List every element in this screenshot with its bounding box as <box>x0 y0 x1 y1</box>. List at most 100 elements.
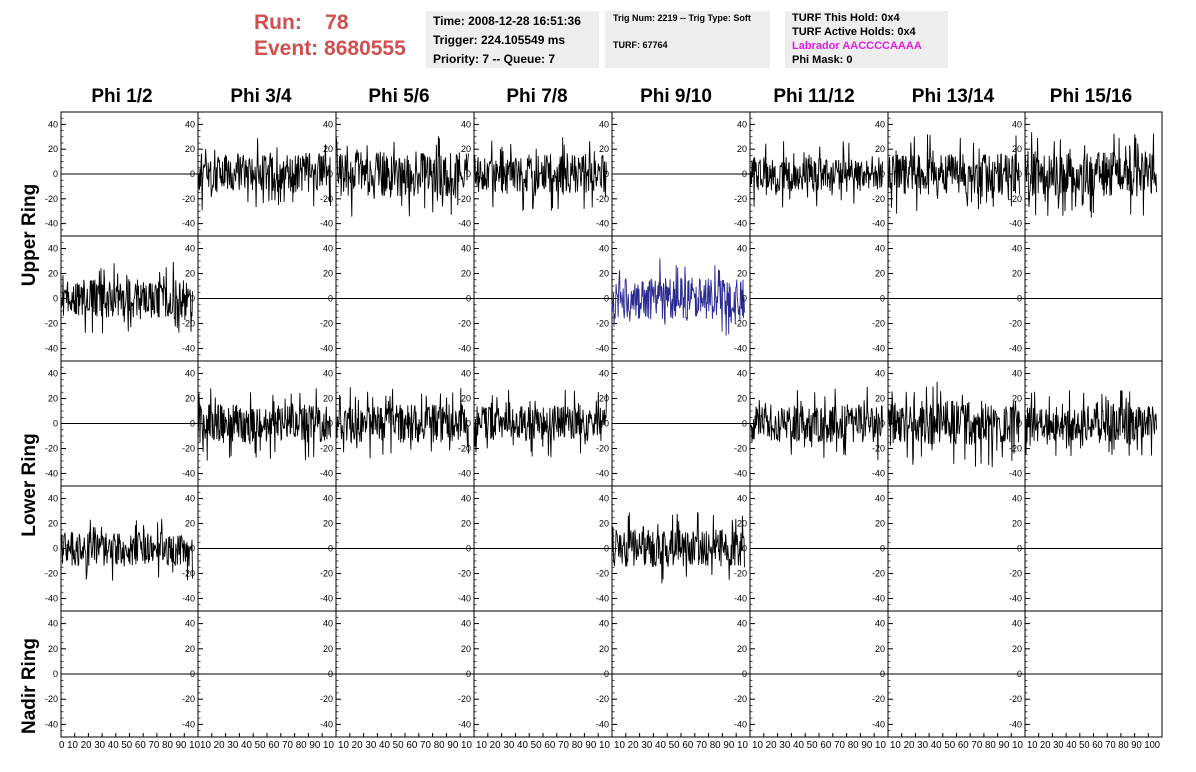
priority-text: Priority: 7 -- Queue: 7 <box>433 52 556 66</box>
y-tick-label: 0 <box>742 169 747 179</box>
y-tick-label: 0 <box>53 294 58 304</box>
y-tick-label: 40 <box>185 119 195 129</box>
y-tick-label: 40 <box>461 369 471 379</box>
waveform-trace <box>887 381 1020 468</box>
y-tick-label: -40 <box>182 594 195 604</box>
y-tick-label: -20 <box>596 319 609 329</box>
y-tick-label: 0 <box>328 669 333 679</box>
y-tick-label: -40 <box>734 469 747 479</box>
y-tick-label: 20 <box>185 519 195 529</box>
y-tick-label: 40 <box>461 119 471 129</box>
y-tick-label: -40 <box>872 219 885 229</box>
waveform-trace <box>749 141 883 208</box>
x-tick-label-row: 10 20 30 40 50 60 70 80 90 10 <box>476 739 610 751</box>
x-tick-label-row: 10 20 30 40 50 60 70 80 90 10 <box>200 739 334 751</box>
x-tick-label-row: 10 20 30 40 50 60 70 80 90 10 <box>614 739 748 751</box>
y-tick-label: -20 <box>1009 319 1022 329</box>
y-tick-label: -20 <box>734 569 747 579</box>
y-tick-label: 40 <box>48 369 58 379</box>
y-tick-label: -20 <box>458 444 471 454</box>
y-tick-label: 40 <box>1012 369 1022 379</box>
y-tick-label: -40 <box>458 344 471 354</box>
phi-mask-text: Phi Mask: 0 <box>792 54 853 66</box>
y-tick-label: 0 <box>190 294 195 304</box>
y-tick-label: -40 <box>872 719 885 729</box>
y-tick-label: 20 <box>1012 269 1022 279</box>
y-tick-label: 0 <box>466 669 471 679</box>
event-row: Event: 8680555 <box>254 36 406 62</box>
y-tick-label: 40 <box>461 244 471 254</box>
y-tick-label: -20 <box>182 319 195 329</box>
y-tick-label: 40 <box>875 119 885 129</box>
y-tick-label: 0 <box>190 544 195 554</box>
y-tick-label: -40 <box>734 344 747 354</box>
x-tick-label-row: 0 10 20 30 40 50 60 70 80 90 10 <box>59 739 200 751</box>
y-tick-label: 40 <box>737 119 747 129</box>
y-tick-label: 40 <box>323 369 333 379</box>
y-tick-label: 40 <box>1012 619 1022 629</box>
y-tick-label: -20 <box>320 319 333 329</box>
trigger-text: Trigger: 224.105549 ms <box>433 33 566 47</box>
y-tick-label: 0 <box>604 294 609 304</box>
y-tick-label: 20 <box>185 144 195 154</box>
y-tick-label: 20 <box>48 519 58 529</box>
y-tick-label: -20 <box>182 569 195 579</box>
y-tick-label: -20 <box>1009 694 1022 704</box>
y-tick-label: 0 <box>466 169 471 179</box>
column-header-phi-15-16: Phi 15/16 <box>1049 86 1133 107</box>
y-tick-label: 20 <box>599 394 609 404</box>
y-tick-label: 40 <box>48 494 58 504</box>
y-tick-label: 0 <box>466 544 471 554</box>
y-tick-label: 0 <box>880 419 885 429</box>
waveform-trace <box>60 518 193 581</box>
y-tick-label: 0 <box>53 169 58 179</box>
y-tick-label: 40 <box>48 119 58 129</box>
y-tick-label: 20 <box>48 644 58 654</box>
y-tick-label: -20 <box>320 694 333 704</box>
y-tick-label: 40 <box>323 619 333 629</box>
y-tick-label: -40 <box>872 469 885 479</box>
y-tick-label: 0 <box>880 294 885 304</box>
y-tick-label: 20 <box>875 519 885 529</box>
y-tick-label: 20 <box>1012 394 1022 404</box>
y-tick-label: 20 <box>461 269 471 279</box>
y-tick-label: -40 <box>458 719 471 729</box>
y-tick-label: 40 <box>737 369 747 379</box>
time-info-box: Time: 2008-12-28 16:51:36 Trigger: 224.1… <box>426 11 599 68</box>
y-tick-label: 20 <box>737 519 747 529</box>
y-tick-label: -20 <box>734 194 747 204</box>
trig-num-text: Trig Num: 2219 -- Trig Type: Soft <box>613 13 751 23</box>
y-tick-label: -40 <box>320 219 333 229</box>
y-tick-label: -20 <box>596 444 609 454</box>
waveform-trace <box>611 258 745 336</box>
run-event-info: Run: 78 Event: 8680555 <box>254 10 406 62</box>
waveform-trace <box>1024 390 1157 456</box>
y-tick-label: 0 <box>190 419 195 429</box>
y-tick-label: 20 <box>461 394 471 404</box>
y-tick-label: 0 <box>1017 669 1022 679</box>
y-tick-label: 0 <box>1017 169 1022 179</box>
y-tick-label: 40 <box>737 494 747 504</box>
y-tick-label: 20 <box>737 394 747 404</box>
y-tick-label: -20 <box>182 194 195 204</box>
waveform-trace <box>197 388 331 461</box>
time-text: Time: 2008-12-28 16:51:36 <box>433 14 581 28</box>
y-tick-label: -40 <box>320 719 333 729</box>
y-tick-label: -20 <box>734 694 747 704</box>
y-tick-label: 20 <box>737 144 747 154</box>
y-tick-label: 0 <box>328 544 333 554</box>
y-tick-label: 40 <box>1012 244 1022 254</box>
waveform-trace <box>335 136 469 217</box>
y-tick-label: 20 <box>875 394 885 404</box>
y-tick-label: -20 <box>45 694 58 704</box>
y-tick-label: -40 <box>1009 219 1022 229</box>
y-tick-label: -40 <box>182 344 195 354</box>
y-tick-label: 0 <box>328 169 333 179</box>
y-tick-label: 0 <box>880 544 885 554</box>
y-tick-label: -20 <box>872 694 885 704</box>
y-tick-label: -20 <box>45 444 58 454</box>
y-tick-label: -40 <box>596 344 609 354</box>
y-tick-label: 0 <box>1017 419 1022 429</box>
y-tick-label: 0 <box>604 544 609 554</box>
waveform-trace <box>887 134 1020 214</box>
